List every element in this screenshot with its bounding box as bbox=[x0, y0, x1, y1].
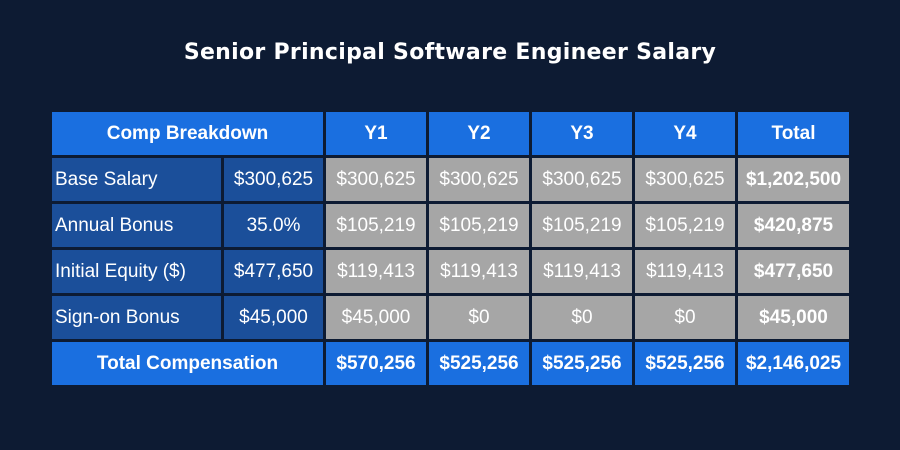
row-value: $300,625 bbox=[224, 158, 323, 201]
row-label: Sign-on Bonus bbox=[52, 296, 221, 339]
row-y2: $105,219 bbox=[429, 204, 529, 247]
row-label: Base Salary bbox=[52, 158, 221, 201]
table-row-initial-equity: Initial Equity ($) $477,650 $119,413 $11… bbox=[52, 250, 849, 293]
header-total: Total bbox=[738, 112, 849, 155]
header-y4: Y4 bbox=[635, 112, 735, 155]
row-y1: $300,625 bbox=[326, 158, 426, 201]
total-compensation-row: Total Compensation $570,256 $525,256 $52… bbox=[52, 342, 849, 385]
row-y2: $119,413 bbox=[429, 250, 529, 293]
row-y3: $119,413 bbox=[532, 250, 632, 293]
compensation-table: Comp Breakdown Y1 Y2 Y3 Y4 Total Base Sa… bbox=[49, 109, 852, 388]
row-total: $477,650 bbox=[738, 250, 849, 293]
row-y3: $0 bbox=[532, 296, 632, 339]
header-comp-breakdown: Comp Breakdown bbox=[52, 112, 323, 155]
row-y4: $105,219 bbox=[635, 204, 735, 247]
row-y3: $105,219 bbox=[532, 204, 632, 247]
header-y1: Y1 bbox=[326, 112, 426, 155]
header-y2: Y2 bbox=[429, 112, 529, 155]
row-value: $477,650 bbox=[224, 250, 323, 293]
row-y1: $45,000 bbox=[326, 296, 426, 339]
header-row: Comp Breakdown Y1 Y2 Y3 Y4 Total bbox=[52, 112, 849, 155]
row-y1: $119,413 bbox=[326, 250, 426, 293]
table-row-annual-bonus: Annual Bonus 35.0% $105,219 $105,219 $10… bbox=[52, 204, 849, 247]
total-y1: $570,256 bbox=[326, 342, 426, 385]
table-row-sign-on-bonus: Sign-on Bonus $45,000 $45,000 $0 $0 $0 $… bbox=[52, 296, 849, 339]
row-y4: $119,413 bbox=[635, 250, 735, 293]
row-y2: $300,625 bbox=[429, 158, 529, 201]
row-value: $45,000 bbox=[224, 296, 323, 339]
row-y2: $0 bbox=[429, 296, 529, 339]
grand-total: $2,146,025 bbox=[738, 342, 849, 385]
header-y3: Y3 bbox=[532, 112, 632, 155]
row-label: Initial Equity ($) bbox=[52, 250, 221, 293]
table-row-base-salary: Base Salary $300,625 $300,625 $300,625 $… bbox=[52, 158, 849, 201]
total-compensation-label: Total Compensation bbox=[52, 342, 323, 385]
row-y3: $300,625 bbox=[532, 158, 632, 201]
row-value: 35.0% bbox=[224, 204, 323, 247]
total-y3: $525,256 bbox=[532, 342, 632, 385]
row-y4: $300,625 bbox=[635, 158, 735, 201]
row-total: $1,202,500 bbox=[738, 158, 849, 201]
row-y1: $105,219 bbox=[326, 204, 426, 247]
total-y2: $525,256 bbox=[429, 342, 529, 385]
row-total: $45,000 bbox=[738, 296, 849, 339]
row-label: Annual Bonus bbox=[52, 204, 221, 247]
row-total: $420,875 bbox=[738, 204, 849, 247]
row-y4: $0 bbox=[635, 296, 735, 339]
page-title: Senior Principal Software Engineer Salar… bbox=[183, 40, 717, 65]
total-y4: $525,256 bbox=[635, 342, 735, 385]
